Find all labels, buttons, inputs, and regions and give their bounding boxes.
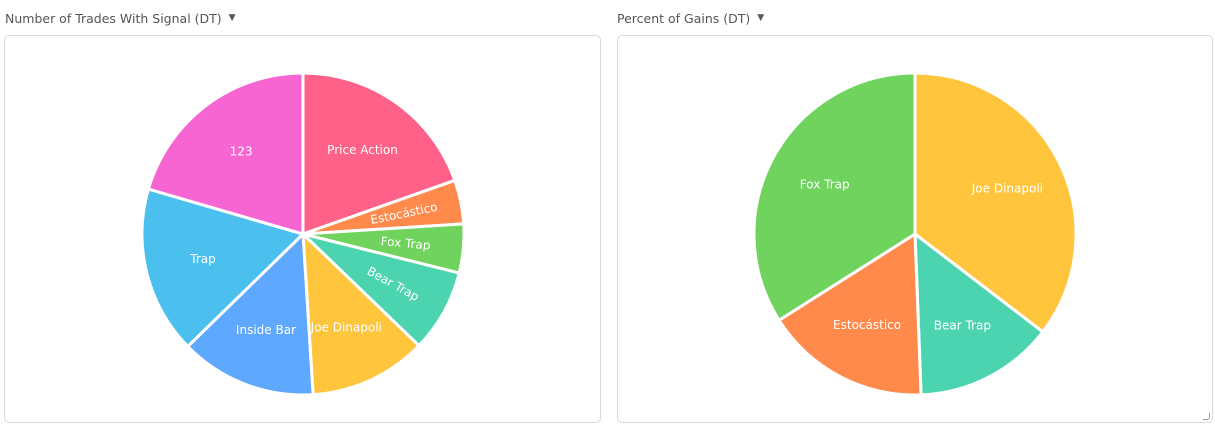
pie-slice-bear-trap[interactable] bbox=[913, 232, 1045, 397]
panel-title-gains: Percent of Gains (DT) bbox=[617, 10, 751, 26]
slice-label-inside-bar: Inside Bar bbox=[236, 323, 296, 337]
slice-label-fox-trap: Fox Trap bbox=[380, 234, 431, 252]
slice-label-trap: Trap bbox=[189, 252, 215, 266]
panel-header-gains[interactable]: Percent of Gains (DT) ▼ bbox=[617, 9, 764, 27]
pie-chart-gains: Joe Dinapoli Bear Trap Estocástico Fox Trap bbox=[752, 71, 1078, 397]
dropdown-caret-icon[interactable]: ▼ bbox=[228, 13, 236, 23]
slice-label-price-action: Price Action bbox=[327, 143, 398, 157]
slice-label-joe-dinapoli: Joe Dinapoli bbox=[971, 181, 1043, 195]
pie-slice-joe-dinapoli[interactable] bbox=[301, 232, 421, 397]
pie-slice-joe-dinapoli[interactable] bbox=[913, 71, 1078, 334]
slice-label-estocastico: Estocástico bbox=[833, 318, 901, 332]
pie-slice-fox-trap[interactable] bbox=[752, 71, 917, 322]
resize-handle-icon[interactable] bbox=[1203, 413, 1210, 420]
slice-label-bear-trap: Bear Trap bbox=[934, 319, 991, 333]
panel-header-trades[interactable]: Number of Trades With Signal (DT) ▼ bbox=[5, 9, 236, 27]
pie-slice-123[interactable] bbox=[146, 71, 305, 236]
panel-title-trades: Number of Trades With Signal (DT) bbox=[5, 10, 222, 26]
slice-label-fox-trap: Fox Trap bbox=[800, 177, 850, 191]
pie-slice-trap[interactable] bbox=[140, 187, 305, 348]
chart-card-trades: Price Action Estocástico Fox Trap Bear Trap… bbox=[4, 35, 601, 423]
pie-slice-estocastico[interactable] bbox=[777, 232, 923, 397]
dropdown-caret-icon[interactable]: ▼ bbox=[757, 13, 765, 23]
slice-label-joe-dinapoli: Joe Dinapoli bbox=[310, 321, 382, 335]
slice-label-123: 123 bbox=[230, 145, 253, 159]
pie-slice-inside-bar[interactable] bbox=[186, 232, 315, 397]
chart-card-gains: Joe Dinapoli Bear Trap Estocástico Fox Trap bbox=[617, 35, 1213, 423]
